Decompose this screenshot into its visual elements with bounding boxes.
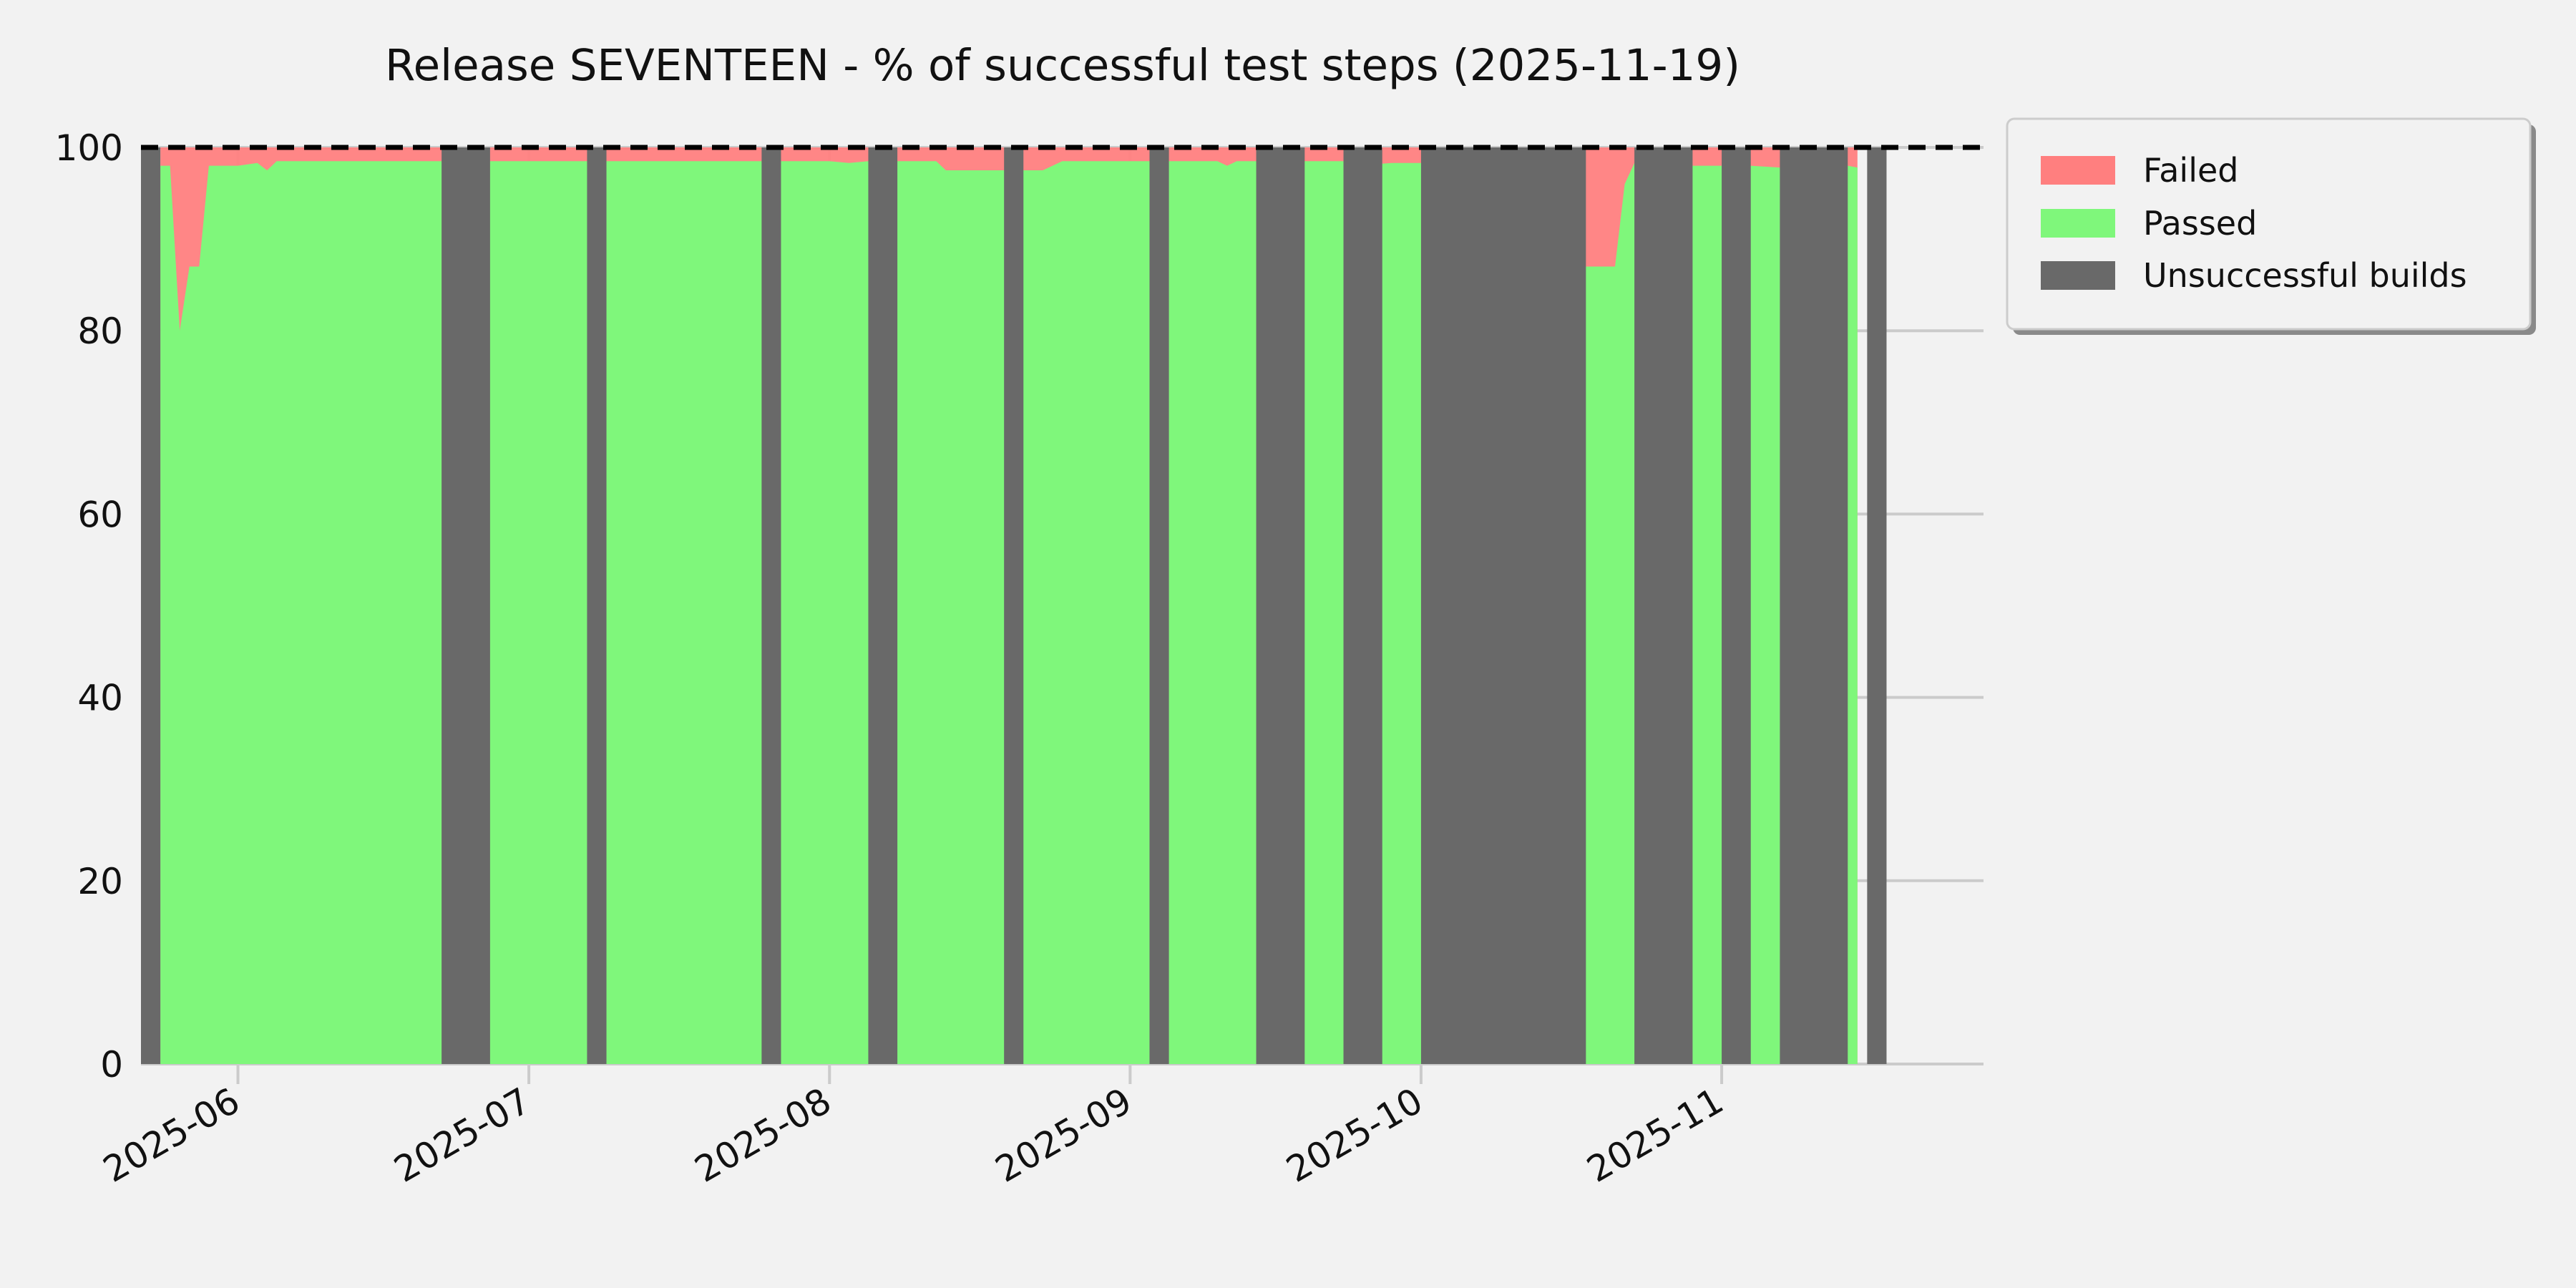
unsuccessful-build-bar [441,147,490,1064]
unsuccessful-build-bar [1722,147,1751,1064]
legend-label: Unsuccessful builds [2143,256,2467,295]
y-tick-label: 100 [55,127,123,169]
legend-label: Passed [2143,204,2257,243]
legend: Failed Passed Unsuccessful builds [2006,117,2536,335]
legend-box [2006,117,2532,331]
y-tick-label: 20 [77,861,123,902]
chart-title: Release SEVENTEEN - % of successful test… [385,40,1740,91]
y-tick-label: 0 [100,1044,123,1085]
legend-swatch [2041,209,2115,238]
unsuccessful-build-bar [1004,147,1024,1064]
unsuccessful-build-bar [1780,147,1848,1064]
unsuccessful-build-bar [1256,147,1305,1064]
legend-swatch [2041,261,2115,290]
legend-swatch [2041,156,2115,185]
unsuccessful-build-bar [1420,147,1586,1064]
unsuccessful-build-bar [1149,147,1169,1064]
unsuccessful-build-bar [868,147,898,1064]
unsuccessful-build-bars [141,147,1887,1064]
unsuccessful-build-bar [761,147,781,1064]
unsuccessful-build-bar [1343,147,1382,1064]
unsuccessful-build-bar [1867,147,1887,1064]
y-tick-label: 60 [77,494,123,535]
y-tick-label: 80 [77,311,123,352]
unsuccessful-build-bar [1634,147,1693,1064]
unsuccessful-build-bar [141,147,161,1064]
unsuccessful-build-bar [587,147,607,1064]
legend-label: Failed [2143,151,2239,190]
y-tick-label: 40 [77,678,123,719]
